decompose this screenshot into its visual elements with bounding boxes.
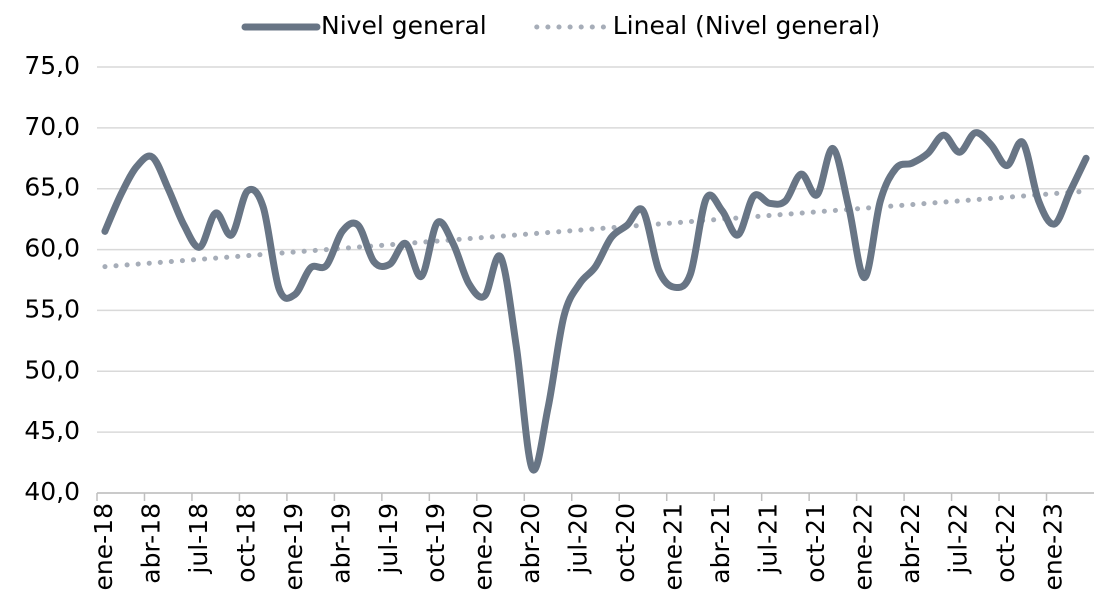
- x-tick-label: jul-19: [374, 503, 403, 575]
- legend-label: Nivel general: [321, 11, 487, 40]
- x-tick-label: jul-18: [184, 503, 213, 575]
- x-tick-label: abr-18: [136, 503, 165, 584]
- x-tick-label: oct-22: [991, 503, 1020, 583]
- x-tick-label: ene-20: [469, 503, 498, 590]
- x-tick-label: oct-18: [231, 503, 260, 583]
- x-tick-label: jul-21: [754, 503, 783, 575]
- x-tick-label: jul-22: [943, 503, 972, 575]
- y-tick-label: 45,0: [24, 416, 80, 445]
- x-tick-label: oct-21: [801, 503, 830, 583]
- x-tick-label: ene-22: [849, 503, 878, 590]
- x-tick-label: ene-21: [659, 503, 688, 590]
- x-tick-label: oct-19: [421, 503, 450, 583]
- series-line: [102, 188, 1089, 270]
- x-tick-label: jul-20: [564, 503, 593, 575]
- x-tick-label: abr-20: [516, 503, 545, 584]
- y-tick-label: 50,0: [24, 355, 80, 384]
- x-tick-label: abr-21: [706, 503, 735, 584]
- x-tick-label: ene-19: [279, 503, 308, 590]
- legend-label: Lineal (Nivel general): [613, 11, 881, 40]
- series-line: [101, 129, 1090, 474]
- y-tick-label: 60,0: [24, 234, 80, 263]
- x-tick-label: ene-18: [89, 503, 118, 590]
- x-tick-label: ene-23: [1038, 503, 1067, 590]
- y-tick-label: 70,0: [24, 112, 80, 141]
- y-tick-label: 55,0: [24, 294, 80, 323]
- x-tick-label: abr-22: [896, 503, 925, 584]
- y-tick-label: 65,0: [24, 173, 80, 202]
- y-tick-label: 75,0: [24, 51, 80, 80]
- x-tick-label: oct-20: [611, 503, 640, 583]
- x-tick-label: abr-19: [326, 503, 355, 584]
- y-tick-label: 40,0: [24, 477, 80, 506]
